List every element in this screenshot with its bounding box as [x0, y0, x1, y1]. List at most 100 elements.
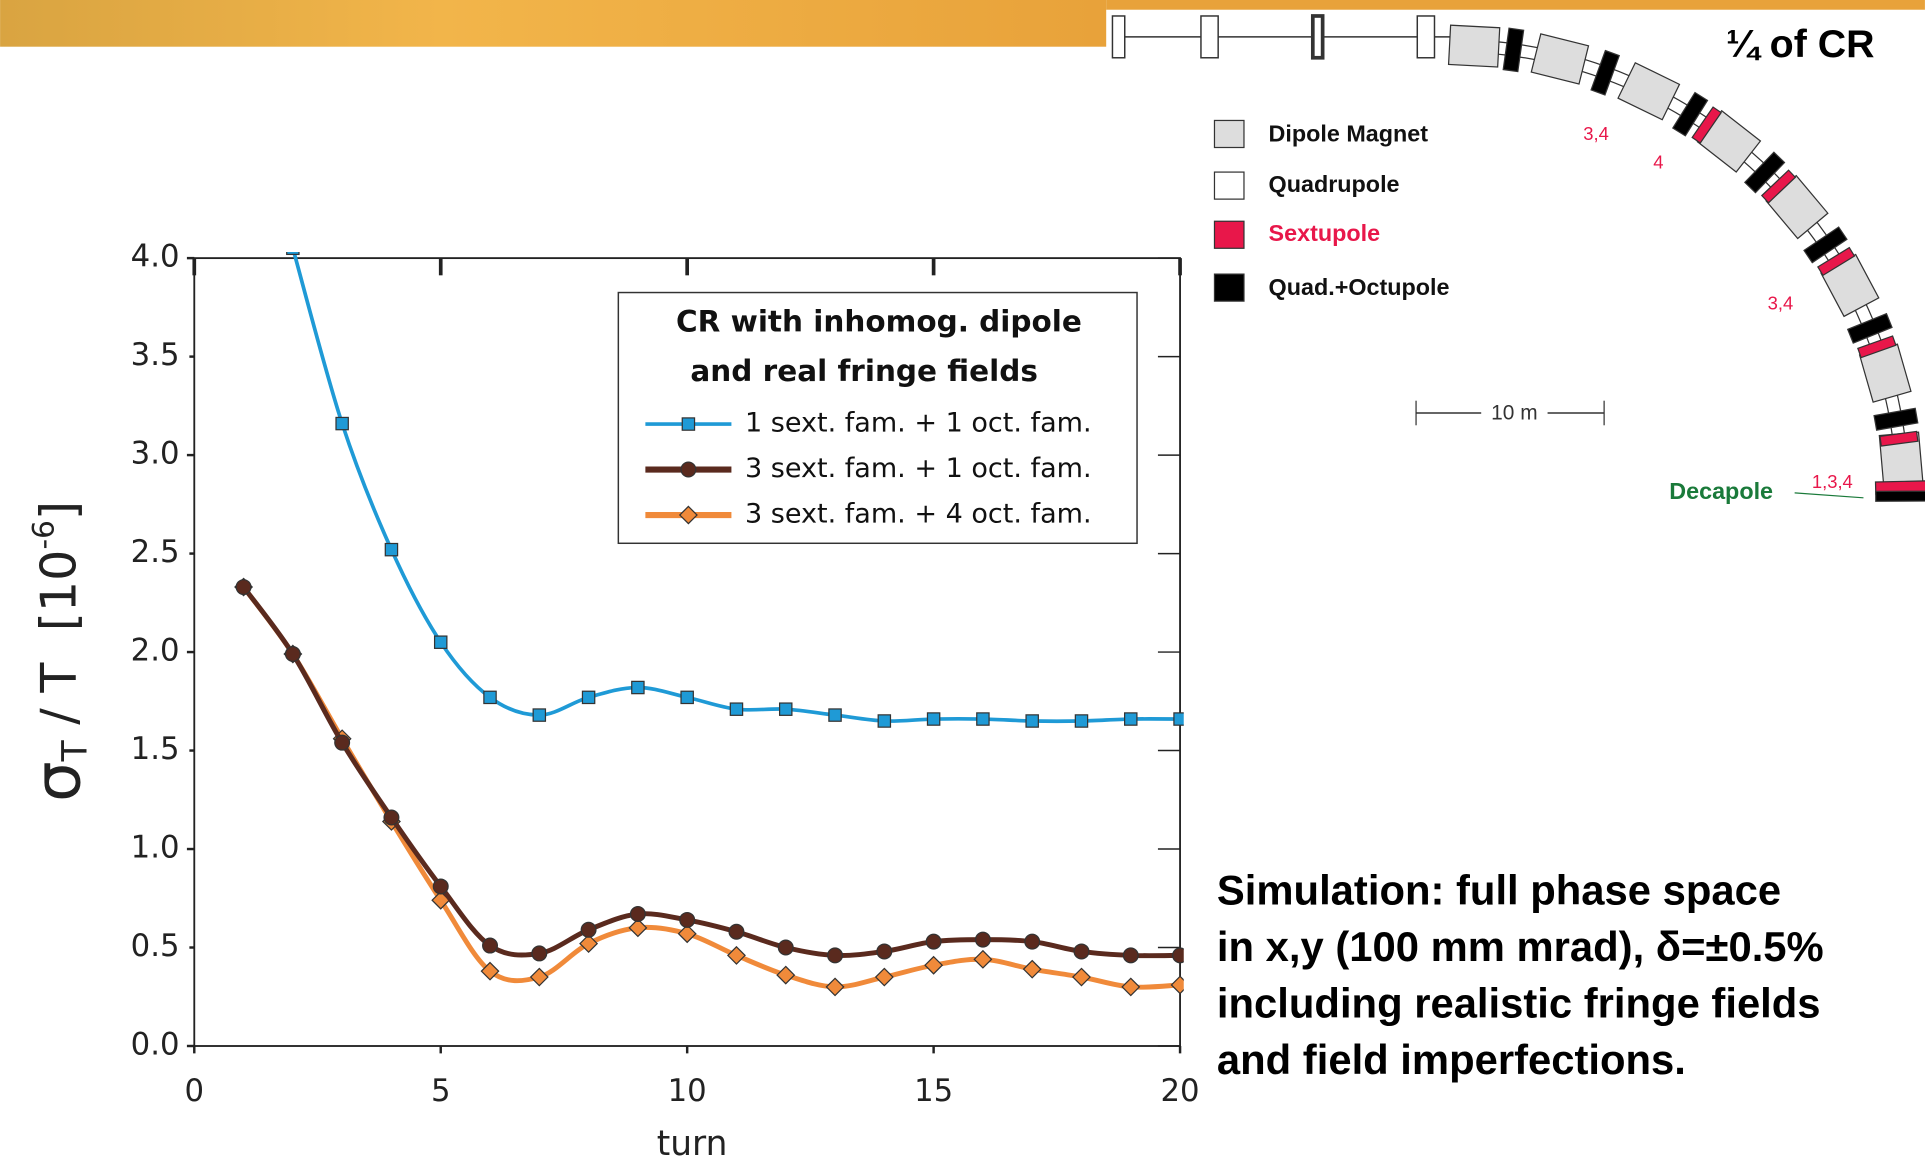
- legend-entry: 1 sext. fam. + 1 oct. fam.: [745, 408, 1092, 439]
- x-tick-label: 10: [668, 1073, 707, 1109]
- marker: [1121, 977, 1141, 997]
- legend-box: [617, 291, 1138, 545]
- y-label-symbol: σ: [21, 761, 95, 802]
- marker: [483, 690, 497, 705]
- magnet-legend: Quadrupole: [1269, 171, 1400, 197]
- y-tick-label: 3.0: [131, 436, 180, 472]
- marker: [1073, 943, 1090, 960]
- legend-title: and real fringe fields: [690, 354, 1038, 388]
- marker: [631, 680, 645, 695]
- marker: [433, 635, 448, 649]
- legend-marker: [680, 461, 697, 478]
- marker: [729, 702, 744, 716]
- marker: [334, 734, 351, 751]
- marker: [284, 646, 301, 663]
- quad-octupole: [1846, 312, 1893, 344]
- legend-swatch: [1213, 119, 1245, 149]
- dipole: [1617, 61, 1681, 121]
- y-axis-label: σT / T [10-6]: [21, 501, 95, 802]
- marker: [286, 251, 300, 256]
- header-band: [0, 0, 1107, 47]
- sextupole: [1879, 430, 1919, 447]
- marker: [335, 416, 349, 431]
- quadrupole: [1200, 15, 1219, 59]
- scale-label-bg: [1481, 399, 1548, 427]
- magnet-legend: Dipole Magnet: [1269, 120, 1429, 146]
- y-label-end: ]: [29, 501, 87, 520]
- marker: [776, 965, 796, 985]
- marker: [1124, 712, 1138, 726]
- marker: [235, 579, 252, 596]
- y-tick-label: 1.5: [131, 731, 180, 767]
- ring-label: 3,4: [1768, 293, 1794, 314]
- sextupole: [1760, 169, 1797, 204]
- quadrupole: [1416, 15, 1436, 59]
- marker: [924, 955, 944, 975]
- quad-octupole: [1502, 27, 1525, 73]
- marker: [876, 943, 893, 960]
- ring-diagram: [1111, 14, 1925, 502]
- x-tick-label: 5: [431, 1073, 451, 1109]
- y-tick-label: 1.0: [131, 830, 180, 866]
- marker: [828, 708, 842, 722]
- marker: [579, 934, 599, 954]
- sextupole: [1857, 335, 1897, 359]
- marker: [1122, 947, 1139, 964]
- marker: [728, 923, 745, 940]
- quad-octupole: [1873, 407, 1919, 431]
- y-tick-label: 3.5: [131, 337, 180, 373]
- dipole: [1447, 24, 1501, 68]
- legend-swatch: [1213, 273, 1245, 302]
- marker: [531, 945, 548, 962]
- marker: [384, 542, 399, 557]
- marker: [778, 702, 793, 716]
- marker: [777, 939, 794, 956]
- note-line: including realistic fringe fields: [1217, 980, 1821, 1027]
- marker: [482, 937, 499, 954]
- marker: [1022, 959, 1042, 979]
- legend-symbol: [678, 505, 698, 525]
- marker: [532, 708, 547, 722]
- series-layer: [234, 251, 1184, 997]
- marker: [1170, 975, 1184, 995]
- sextupole: [1691, 106, 1723, 144]
- quad-octupole: [1743, 151, 1786, 194]
- ring-label: 4: [1653, 151, 1663, 172]
- quad-octupole: [1671, 91, 1709, 137]
- marker: [1072, 967, 1091, 987]
- legend-symbol: [680, 461, 697, 478]
- note-line: Simulation: full phase space: [1217, 867, 1781, 914]
- marker: [1173, 712, 1184, 726]
- x-tick-label: 20: [1161, 1073, 1200, 1109]
- header-band: [1106, 0, 1925, 10]
- marker: [974, 931, 991, 948]
- marker: [581, 690, 596, 705]
- marker: [1074, 714, 1089, 728]
- dipole: [1530, 33, 1590, 85]
- legend-title: CR with inhomog. dipole: [676, 305, 1082, 339]
- y-tick-label: 2.5: [131, 534, 180, 570]
- legend-symbol: [681, 417, 696, 431]
- marker: [926, 712, 941, 726]
- sextupole: [1817, 246, 1856, 277]
- marker: [383, 809, 400, 826]
- note-line: in x,y (100 mm mrad), δ=±0.5%: [1217, 923, 1824, 970]
- quadrupole: [1111, 15, 1126, 59]
- marker: [432, 878, 449, 895]
- y-label-exponent: -6: [26, 520, 60, 549]
- scale-label: 10 m: [1491, 402, 1537, 425]
- legend-marker: [681, 417, 696, 431]
- marker: [628, 918, 648, 938]
- y-tick-label: 0.0: [131, 1027, 180, 1063]
- marker: [976, 712, 990, 726]
- y-tick-label: 4.0: [131, 239, 180, 275]
- legend-swatch: [1213, 220, 1245, 249]
- marker: [580, 921, 597, 938]
- marker: [1024, 933, 1041, 950]
- marker: [680, 690, 694, 705]
- x-tick-label: 0: [185, 1073, 205, 1109]
- y-label-text: / T [10: [29, 550, 87, 741]
- marker: [677, 924, 697, 944]
- magnet-legend: Quad.+Octupole: [1269, 274, 1450, 300]
